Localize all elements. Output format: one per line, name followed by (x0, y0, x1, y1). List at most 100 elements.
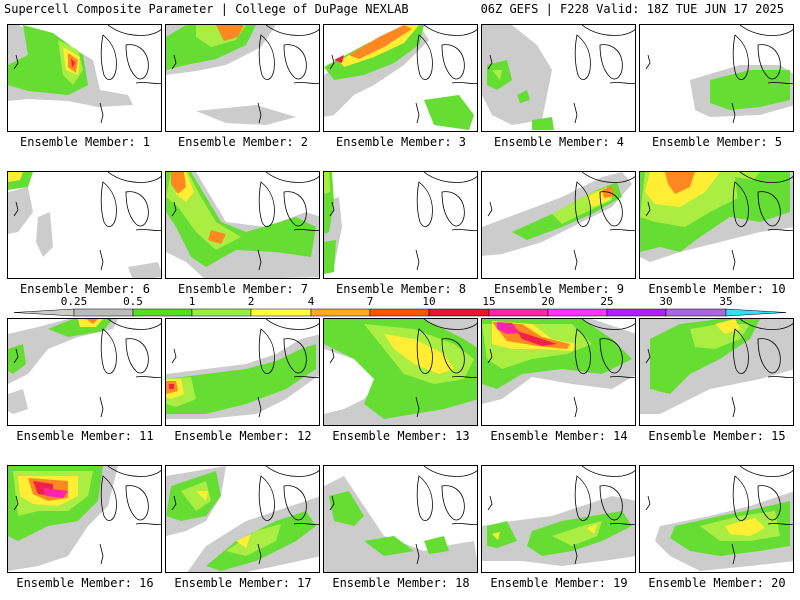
colorbar-segment (191, 308, 252, 317)
basemap-coastline (293, 523, 319, 525)
scp-contour-area (226, 524, 281, 556)
colorbar-segment (132, 308, 193, 317)
basemap-coastline (107, 25, 161, 36)
scp-contour-map (645, 466, 793, 571)
ensemble-member-map (323, 318, 478, 426)
scp-contour-area (128, 262, 161, 278)
basemap-coastline (125, 338, 149, 374)
scp-contour-area (166, 344, 316, 414)
basemap-coastline (100, 475, 117, 521)
basemap-coastline (581, 25, 635, 36)
ensemble-member-label: Ensemble Member: 10 (648, 282, 786, 296)
scp-contour-map (640, 172, 793, 271)
basemap-coastline (767, 229, 793, 231)
ensemble-member-map (639, 318, 794, 426)
basemap-coastline (574, 328, 591, 374)
basemap-coastline (329, 348, 335, 364)
basemap-coastline (258, 328, 275, 374)
scp-contour-area (171, 172, 186, 194)
scp-contour-area (324, 240, 336, 274)
basemap-coastline (574, 181, 591, 227)
basemap-coastline (99, 249, 104, 271)
basemap-coastline (739, 319, 793, 330)
basemap-coastline (739, 466, 793, 477)
basemap-coastline (487, 54, 493, 70)
scp-contour-map (645, 25, 793, 124)
colorbar-legend: 0.25 0.5 1 2 4 7 10 15 20 25 30 35 (0, 296, 800, 322)
scp-contour-map (8, 466, 161, 571)
basemap-coastline (107, 466, 161, 477)
ensemble-member-map (7, 465, 162, 573)
basemap-coastline (416, 475, 433, 521)
basemap-coastline (135, 376, 161, 378)
ensemble-member-label: Ensemble Member: 9 (493, 282, 625, 296)
basemap-coastline (257, 249, 262, 271)
basemap-coastline (757, 191, 781, 227)
scp-contour-map (324, 25, 477, 130)
colorbar-tick-label: 7 (366, 295, 374, 308)
basemap-coastline (739, 25, 793, 36)
basemap-coastline (732, 34, 749, 80)
basemap-coastline (329, 54, 335, 70)
basemap-coastline (107, 319, 161, 330)
scp-contour-area (43, 488, 68, 498)
basemap-coastline (125, 191, 149, 227)
basemap-coastline (731, 396, 736, 418)
scp-contour-area (334, 55, 344, 63)
basemap-coastline (415, 396, 420, 418)
colorbar-scale (13, 308, 787, 317)
basemap-coastline (441, 338, 465, 374)
scp-contour-map (324, 319, 477, 425)
colorbar-tick-label: 25 (600, 295, 614, 308)
basemap-coastline (171, 495, 177, 511)
basemap-coastline (767, 523, 793, 525)
scp-contour-map (166, 466, 319, 572)
basemap-coastline (573, 102, 578, 124)
basemap-coastline (416, 34, 433, 80)
scp-contour-area (86, 319, 98, 324)
basemap-coastline (13, 495, 19, 511)
ensemble-member-map (323, 171, 478, 279)
basemap-coastline (645, 495, 651, 511)
ensemble-member-label: Ensemble Member: 5 (651, 135, 783, 149)
scp-contour-area (236, 534, 251, 548)
basemap-coastline (757, 44, 781, 80)
basemap-coastline (135, 523, 161, 525)
ensemble-member-map (639, 465, 794, 573)
scp-contour-area (8, 172, 23, 182)
basemap-coastline (441, 191, 465, 227)
ensemble-member-map (165, 171, 320, 279)
basemap-coastline (257, 543, 262, 565)
scp-contour-map (8, 25, 161, 124)
colorbar-tick-label: 4 (307, 295, 315, 308)
basemap-coastline (135, 82, 161, 84)
basemap-coastline (441, 44, 465, 80)
ensemble-member-label: Ensemble Member: 18 (332, 576, 470, 590)
scp-contour-area (665, 172, 695, 194)
scp-contour-map (482, 466, 635, 566)
basemap-coastline (13, 54, 19, 70)
colorbar-segment (310, 308, 371, 317)
scp-contour-area (324, 172, 330, 194)
basemap-coastline (487, 348, 493, 364)
scp-contour-area (8, 389, 28, 414)
scp-contour-area (78, 319, 103, 327)
map-title: Supercell Composite Parameter | College … (4, 2, 409, 16)
scp-contour-area (715, 319, 740, 334)
basemap-coastline (732, 475, 749, 521)
scp-contour-area (492, 70, 502, 80)
basemap-coastline (731, 249, 736, 271)
scp-contour-map (482, 25, 635, 130)
colorbar-segment (725, 308, 787, 317)
colorbar-tick-label: 1 (188, 295, 196, 308)
scp-contour-area (166, 172, 316, 267)
ensemble-member-label: Ensemble Member: 16 (16, 576, 154, 590)
scp-contour-map (324, 466, 477, 572)
basemap-coastline (416, 328, 433, 374)
basemap-coastline (171, 201, 177, 217)
basemap-coastline (265, 25, 319, 36)
colorbar-segment (606, 308, 667, 317)
basemap-coastline (258, 34, 275, 80)
ensemble-member-map (323, 24, 478, 132)
scp-contour-area (482, 25, 552, 125)
